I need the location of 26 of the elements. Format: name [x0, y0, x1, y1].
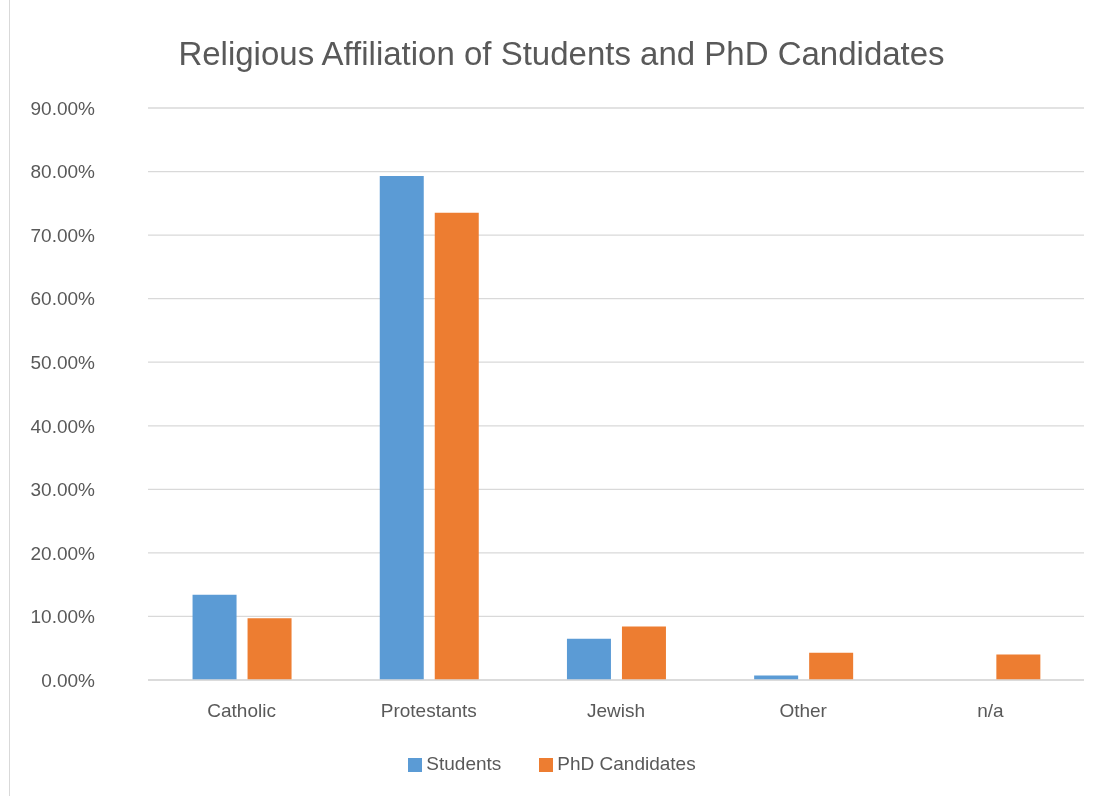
y-tick-label: 10.00%	[30, 606, 96, 628]
legend-label: PhD Candidates	[557, 753, 696, 774]
bar	[434, 212, 479, 680]
bar	[809, 652, 854, 680]
y-tick-label: 70.00%	[30, 224, 96, 246]
bar	[379, 176, 424, 680]
y-tick-label: 50.00%	[30, 351, 96, 373]
y-tick-label: 40.00%	[30, 415, 96, 437]
y-tick-label: 30.00%	[30, 479, 96, 501]
x-tick-label: Protestants	[380, 700, 477, 722]
y-tick-label: 60.00%	[30, 288, 96, 310]
bar	[566, 638, 611, 680]
x-tick-label: n/a	[977, 700, 1005, 722]
y-tick-label: 20.00%	[30, 542, 96, 564]
x-tick-label: Catholic	[207, 700, 276, 722]
y-tick-label: 90.00%	[30, 97, 96, 119]
y-tick-label: 80.00%	[30, 161, 96, 183]
bar	[247, 618, 292, 680]
y-tick-label: 0.00%	[41, 669, 96, 691]
chart-title: Religious Affiliation of Students and PhD Candidates	[177, 35, 946, 73]
bar	[192, 594, 237, 680]
bar	[996, 654, 1041, 680]
x-tick-label: Other	[779, 700, 828, 722]
bar	[621, 626, 666, 680]
x-tick-label: Jewish	[586, 700, 646, 722]
legend-label: Students	[426, 753, 502, 774]
